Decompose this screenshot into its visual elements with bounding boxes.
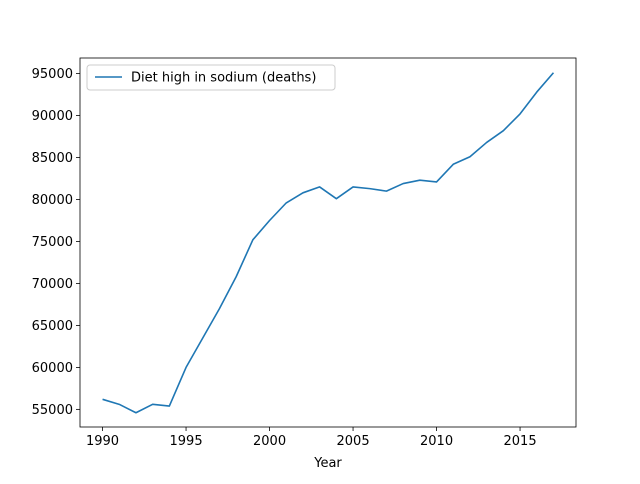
y-tick-label: 80000 [32,193,73,208]
y-tick-label: 75000 [32,235,73,250]
x-tick-label: 1995 [170,434,203,449]
y-tick-label: 70000 [32,277,73,292]
y-tick-label: 65000 [32,319,73,334]
y-axis-ticks: 55000 60000 65000 70000 75000 80000 85000 90000… [32,67,80,418]
y-tick-label: 90000 [32,109,73,124]
x-axis-ticks: 1990 1995 2000 2005 2010 2015 [86,427,537,449]
x-tick-label: 2000 [253,434,286,449]
series-line [102,72,555,414]
plot-frame [79,57,577,428]
legend-box [86,64,336,91]
plot-area [80,58,576,427]
series-layer [102,72,555,414]
x-tick-label: 2015 [504,434,537,449]
x-tick-label: 2010 [420,434,453,449]
y-tick-label: 95000 [32,67,73,82]
y-tick-label: 85000 [32,151,73,166]
x-tick-label: 1990 [86,434,119,449]
x-axis-label: Year [313,456,342,471]
y-tick-label: 55000 [32,403,73,418]
legend: Diet high in sodium (deaths) [86,64,336,91]
legend-label: Diet high in sodium (deaths) [131,71,316,86]
y-tick-label: 60000 [32,361,73,376]
x-tick-label: 2005 [337,434,370,449]
